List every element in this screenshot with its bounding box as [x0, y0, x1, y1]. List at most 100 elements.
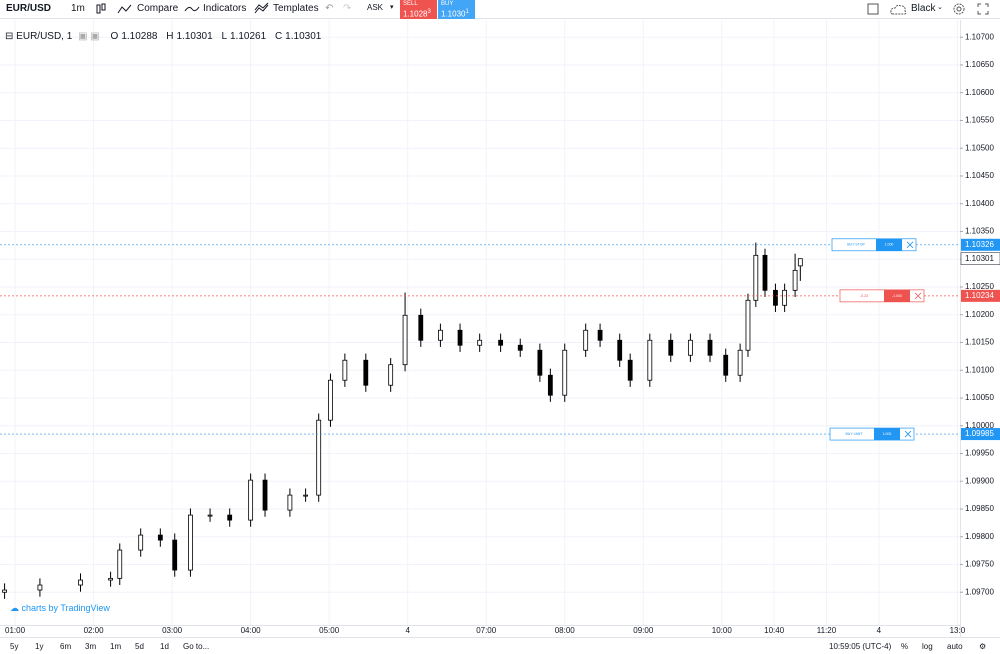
candle-body: [773, 289, 778, 306]
legend-close: 1.10301: [285, 31, 322, 42]
order-close[interactable]: [904, 430, 912, 438]
auto-toggle[interactable]: auto: [947, 642, 963, 651]
candle-body: [737, 349, 743, 376]
candle-body: [37, 584, 43, 591]
candle-body: [207, 514, 213, 517]
y-tick-label: 1.10450: [965, 171, 994, 180]
templates[interactable]: Templates: [273, 3, 319, 14]
legend-symbol: EUR/USD, 1: [16, 31, 73, 42]
y-tick-label: 1.10100: [965, 365, 994, 374]
y-tick-label: 1.10650: [965, 60, 994, 69]
watermark[interactable]: ☁︎ charts by TradingView: [10, 603, 110, 614]
interval[interactable]: 1m: [71, 3, 85, 14]
legend-icon[interactable]: ⊟: [5, 31, 14, 42]
x-tick-label: 4: [405, 626, 410, 635]
side-select[interactable]: ASK: [367, 3, 384, 12]
candle-body: [363, 359, 369, 386]
candle-body: [287, 494, 293, 511]
legend-high: 1.10301: [176, 31, 213, 42]
order-close[interactable]: [914, 292, 922, 300]
sell-button[interactable]: SELL 1.10283: [400, 0, 437, 19]
y-tick-label: 1.10350: [965, 227, 994, 236]
candle-body: [617, 339, 623, 361]
chart-style-icon[interactable]: [95, 2, 107, 16]
y-tick-label: 1.10550: [965, 116, 994, 125]
y-tick-label: 1.10000: [965, 421, 994, 430]
maximize-icon[interactable]: [977, 3, 989, 15]
x-tick-label: 10:00: [712, 626, 733, 635]
candle-body: [687, 339, 693, 356]
theme-arrow[interactable]: ⌄: [937, 4, 943, 11]
range-button[interactable]: 1m: [110, 642, 122, 651]
overlays: 1.10301 1.10326 BUY STOP 1.000 1.10234 -0.23 -…: [0, 238, 1000, 441]
buy-price: 1.10301: [441, 9, 469, 19]
redo[interactable]: ↷: [343, 3, 352, 14]
candle-body: [316, 419, 322, 496]
indicators-icon[interactable]: [184, 2, 200, 16]
side-arrow[interactable]: ▾: [390, 4, 394, 11]
x-tick-label: 05:00: [319, 626, 340, 635]
candle-body: [668, 339, 674, 356]
buy-pip: 1: [465, 9, 469, 15]
order-price-label: 1.09985: [965, 429, 994, 438]
x-tick-label: 04:00: [241, 626, 262, 635]
range-button[interactable]: 1d: [160, 642, 169, 651]
undo[interactable]: ↶: [325, 3, 334, 14]
y-tick-label: 1.10600: [965, 88, 994, 97]
x-tick-label: 11:20: [817, 626, 837, 635]
sell-label: SELL: [403, 1, 418, 7]
fullscreen-toggle[interactable]: [867, 3, 880, 16]
symbol[interactable]: EUR/USD: [6, 3, 52, 14]
cloud-icon[interactable]: [890, 3, 908, 16]
order-price-label: 1.10234: [965, 291, 994, 300]
candle-body: [627, 359, 633, 381]
goto[interactable]: Go to...: [183, 642, 210, 651]
order-box: [831, 238, 917, 252]
candle-body: [517, 344, 523, 351]
y-tick-label: 1.09950: [965, 449, 994, 458]
axis-settings[interactable]: ⚙: [979, 642, 987, 651]
order-close[interactable]: [906, 241, 914, 249]
range-button[interactable]: 3m: [85, 642, 97, 651]
y-tick-label: 1.10700: [965, 32, 994, 41]
clock: 10:59:05 (UTC-4): [829, 642, 892, 651]
y-tick-label: 1.10250: [965, 282, 994, 291]
percent-toggle[interactable]: %: [901, 642, 909, 651]
legend-o: O: [110, 31, 119, 42]
candle-body: [117, 549, 123, 579]
templates-icon[interactable]: [254, 2, 270, 16]
buy-button[interactable]: BUY 1.10301: [438, 0, 475, 19]
settings-icon[interactable]: [952, 2, 966, 16]
y-tick-label: 1.10400: [965, 199, 994, 208]
y-tick-label: 1.09750: [965, 560, 994, 569]
legend-l: L: [221, 31, 227, 42]
range-button[interactable]: 1y: [35, 642, 44, 651]
x-tick-label: 10:40: [764, 626, 785, 635]
x-tick-label: 13:0: [950, 626, 966, 635]
candle-body: [753, 254, 759, 301]
theme[interactable]: Black: [911, 3, 936, 14]
candle-body: [248, 479, 254, 521]
order-price-box: [961, 289, 1000, 302]
x-tick-label: 07:00: [476, 626, 497, 635]
buy-price-main: 1.1030: [441, 9, 466, 19]
legend-buttons[interactable]: ▣ ▣: [78, 31, 100, 42]
indicators[interactable]: Indicators: [203, 3, 247, 14]
candle-body: [745, 299, 751, 351]
compare-icon[interactable]: [117, 2, 133, 16]
order-qty-box: [884, 289, 910, 302]
range-button[interactable]: 6m: [60, 642, 72, 651]
range-button[interactable]: 5d: [135, 642, 144, 651]
candles: [2, 242, 803, 599]
y-tick-label: 1.09850: [965, 504, 994, 513]
legend-open: 1.10288: [121, 31, 158, 42]
sell-price-main: 1.1028: [403, 9, 428, 19]
x-tick-label: 02:00: [84, 626, 105, 635]
compare[interactable]: Compare: [137, 3, 179, 14]
range-button[interactable]: 5y: [10, 642, 19, 651]
current-price-label: 1.10301: [965, 254, 994, 263]
log-toggle[interactable]: log: [922, 642, 933, 651]
candle-body: [328, 379, 333, 421]
candle-body: [477, 339, 483, 346]
